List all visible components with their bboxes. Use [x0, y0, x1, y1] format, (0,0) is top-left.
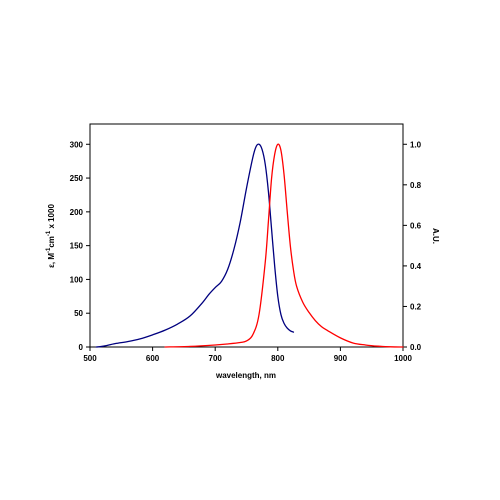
x-tick-label: 1000	[394, 354, 412, 363]
x-axis: 500 600 700 800 900 1000	[83, 347, 412, 363]
x-tick-label: 800	[271, 354, 285, 363]
y-left-tick-label: 150	[70, 242, 84, 251]
y-left-tick-label: 300	[70, 140, 84, 149]
y-left-tick-label: 0	[79, 343, 84, 352]
x-axis-title: wavelength, nm	[215, 371, 276, 380]
y-left-tick-label: 100	[70, 275, 84, 284]
y-axis-left-title: ε, M-1cm-1 x 1000	[46, 204, 56, 268]
y-right-tick-label: 0.4	[410, 262, 422, 271]
y-right-tick-label: 0.2	[410, 302, 422, 311]
y-left-tick-label: 50	[74, 309, 83, 318]
absorbance-series-line	[95, 143, 295, 348]
y-axis-left: 0 50 100 150 200 250 300	[70, 140, 90, 352]
emission-series-line	[164, 143, 404, 348]
series-layer	[95, 143, 404, 348]
x-tick-label: 900	[334, 354, 348, 363]
y-axis-right-title: A.U.	[431, 228, 440, 244]
y-right-tick-label: 0.0	[410, 343, 422, 352]
x-tick-label: 500	[83, 354, 97, 363]
plot-frame	[89, 123, 404, 348]
x-tick-label: 700	[209, 354, 223, 363]
y-right-tick-label: 1.0	[410, 140, 422, 149]
y-left-tick-label: 250	[70, 174, 84, 183]
x-tick-label: 600	[146, 354, 160, 363]
y-left-tick-label: 200	[70, 208, 84, 217]
y-right-tick-label: 0.6	[410, 221, 422, 230]
y-axis-right: 0.0 0.2 0.4 0.6 0.8 1.0	[403, 140, 422, 352]
y-right-tick-label: 0.8	[410, 181, 422, 190]
